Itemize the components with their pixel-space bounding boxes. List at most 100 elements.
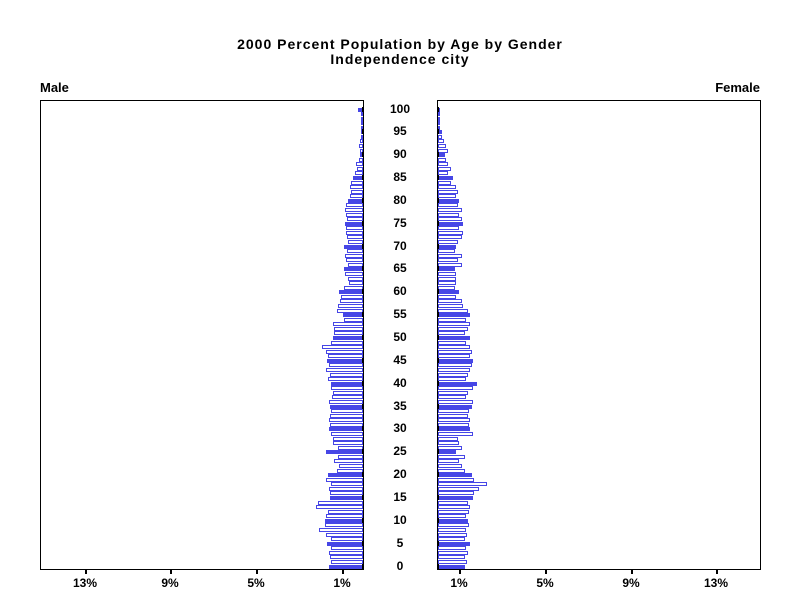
female-age-tick-95 [437, 129, 439, 134]
male-bar-age-5 [327, 542, 363, 546]
male-bar-age-82 [351, 190, 363, 194]
male-bar-age-36 [329, 400, 363, 404]
female-bar-age-99 [438, 112, 440, 116]
male-bar-age-24 [338, 455, 363, 459]
female-bar-age-12 [438, 510, 469, 514]
male-bar-age-27 [333, 441, 363, 445]
female-bar-age-21 [438, 469, 465, 473]
female-age-tick-45 [437, 358, 439, 363]
female-bar-age-17 [438, 487, 479, 491]
male-bar-age-32 [329, 418, 363, 422]
male-bar-age-17 [329, 487, 363, 491]
female-bar-age-76 [438, 217, 462, 221]
female-bar-age-4 [438, 546, 466, 550]
female-age-tick-60 [437, 289, 439, 294]
male-age-tick-55 [362, 312, 364, 317]
female-bar-age-7 [438, 533, 467, 537]
female-bar-age-43 [438, 368, 470, 372]
male-bar-age-49 [331, 341, 363, 345]
male-bar-age-66 [348, 263, 363, 267]
female-age-tick-30 [437, 426, 439, 431]
male-age-tick-35 [362, 404, 364, 409]
male-bar-age-57 [338, 304, 363, 308]
male-bar-age-73 [346, 231, 363, 235]
male-bar-age-11 [326, 514, 363, 518]
age-axis-label-95: 95 [393, 124, 407, 138]
female-age-tick-65 [437, 266, 439, 271]
female-age-tick-70 [437, 244, 439, 249]
female-age-tick-10 [437, 518, 439, 523]
male-bar-age-28 [333, 437, 363, 441]
male-bars-panel [40, 100, 364, 570]
male-bar-age-37 [332, 395, 363, 399]
female-age-tick-0 [437, 564, 439, 569]
male-age-tick-5 [362, 541, 364, 546]
female-bar-age-88 [438, 162, 448, 166]
female-bar-age-23 [438, 459, 459, 463]
male-bar-age-93 [360, 139, 363, 143]
female-bar-age-75 [438, 222, 463, 226]
male-bar-age-10 [325, 519, 363, 523]
age-axis-label-10: 10 [393, 513, 407, 527]
female-bar-age-57 [438, 304, 463, 308]
female-bar-age-25 [438, 450, 456, 454]
male-bar-age-71 [348, 240, 363, 244]
female-bar-age-19 [438, 478, 474, 482]
male-bar-age-48 [322, 345, 363, 349]
male-x-tick-label-1: 1% [333, 576, 351, 590]
male-age-tick-40 [362, 381, 364, 386]
male-bar-age-65 [344, 267, 363, 271]
female-age-tick-35 [437, 404, 439, 409]
male-bar-age-42 [330, 373, 363, 377]
male-bar-age-14 [318, 501, 363, 505]
male-bar-age-8 [319, 528, 363, 532]
female-age-tick-100 [437, 107, 439, 112]
female-x-tick-9 [631, 569, 633, 574]
male-age-tick-95 [362, 129, 364, 134]
male-age-tick-60 [362, 289, 364, 294]
male-bar-age-46 [328, 354, 363, 358]
female-bar-age-94 [438, 135, 442, 139]
male-bar-age-23 [334, 459, 363, 463]
male-bar-age-0 [329, 565, 363, 569]
female-bar-age-98 [438, 117, 440, 121]
male-x-tick-label-5: 5% [247, 576, 265, 590]
male-age-tick-65 [362, 266, 364, 271]
female-bar-age-28 [438, 437, 458, 441]
female-bar-age-33 [438, 414, 468, 418]
female-bar-age-42 [438, 373, 468, 377]
chart-subtitle: Independence city [330, 51, 470, 67]
female-bar-age-90 [438, 153, 445, 157]
age-axis-label-35: 35 [393, 399, 407, 413]
male-bar-age-60 [339, 290, 363, 294]
female-bar-age-34 [438, 409, 469, 413]
chart-title: 2000 Percent Population by Age by Gender [237, 36, 563, 52]
female-bar-age-84 [438, 181, 451, 185]
age-axis-label-85: 85 [393, 170, 407, 184]
female-age-tick-25 [437, 449, 439, 454]
male-bar-age-74 [346, 226, 363, 230]
female-bar-age-61 [438, 286, 455, 290]
female-bar-age-72 [438, 235, 462, 239]
female-age-tick-40 [437, 381, 439, 386]
male-x-tick-5 [256, 569, 258, 574]
female-age-tick-75 [437, 221, 439, 226]
female-age-tick-15 [437, 495, 439, 500]
female-bar-age-73 [438, 231, 463, 235]
female-bar-age-9 [438, 523, 469, 527]
female-bar-age-60 [438, 290, 459, 294]
male-x-tick-13 [85, 569, 87, 574]
female-bar-age-38 [438, 391, 468, 395]
female-x-tick-1 [459, 569, 461, 574]
male-bar-age-64 [345, 272, 363, 276]
female-bar-age-52 [438, 327, 468, 331]
female-bar-age-82 [438, 190, 458, 194]
age-axis-label-55: 55 [393, 307, 407, 321]
female-x-tick-13 [716, 569, 718, 574]
female-bar-age-56 [438, 309, 468, 313]
male-bar-age-45 [327, 359, 363, 363]
female-bar-age-83 [438, 185, 456, 189]
female-bar-age-63 [438, 277, 456, 281]
male-bar-age-92 [359, 144, 363, 148]
age-axis-label-0: 0 [396, 559, 404, 573]
